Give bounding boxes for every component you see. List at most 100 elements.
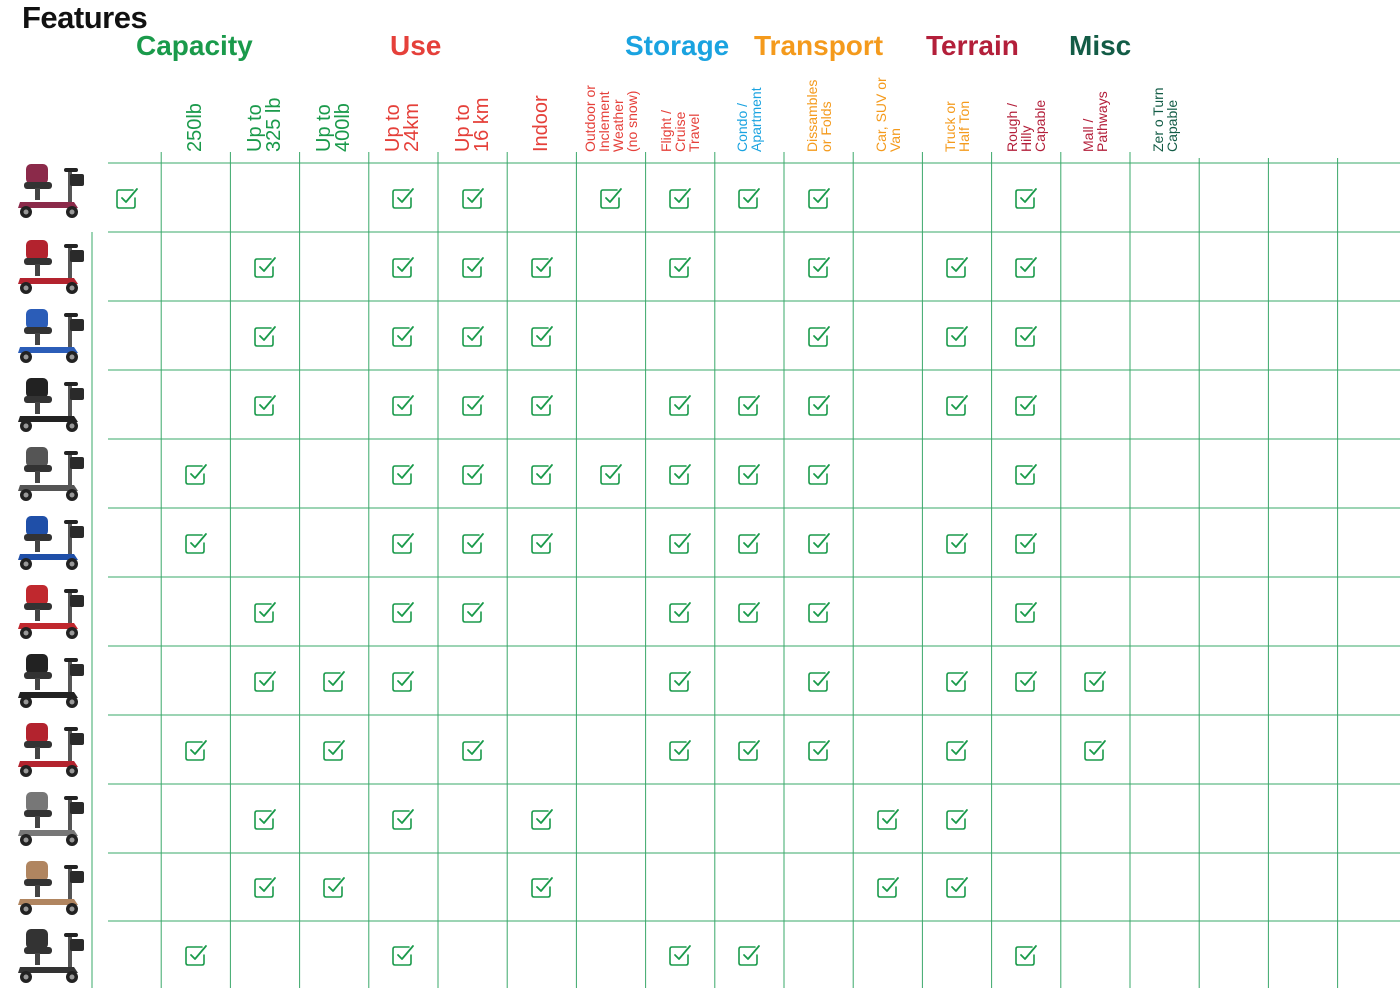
checkmark-icon xyxy=(392,256,415,278)
checkmark-icon xyxy=(669,670,692,692)
scooter-icon xyxy=(18,723,84,777)
scooter-icon xyxy=(18,378,84,432)
checkmark-icon xyxy=(461,739,484,761)
checkmark-icon xyxy=(876,877,899,898)
checkmark-icon xyxy=(738,394,761,416)
checkmark-icon xyxy=(530,394,553,416)
checkmark-icon xyxy=(1015,601,1038,623)
checkmark-icon xyxy=(461,463,484,485)
checkmark-icon xyxy=(669,394,692,416)
checkmark-icon xyxy=(669,739,692,761)
checkmark-icon xyxy=(669,601,692,623)
checkmark-icon xyxy=(669,944,692,966)
checkmark-icon xyxy=(1015,463,1038,485)
checkmark-icon xyxy=(461,394,484,416)
checkmark-icon xyxy=(323,877,346,898)
checkmark-icon xyxy=(876,808,899,830)
checkmark-icon xyxy=(946,394,968,416)
scooter-icon xyxy=(18,792,84,846)
checkmark-icon xyxy=(392,325,415,347)
checkmark-icon xyxy=(461,532,484,554)
page-title: Features xyxy=(22,0,148,35)
checkmark-icon xyxy=(254,808,276,830)
checkmark-icon xyxy=(1015,670,1038,692)
checkmark-icon xyxy=(254,877,276,898)
checkmark-icon xyxy=(392,808,415,830)
scooter-icon xyxy=(18,516,84,570)
checkmark-icon xyxy=(461,256,484,278)
checkmark-icon xyxy=(254,325,276,347)
checkmark-icon xyxy=(807,256,830,278)
checkmark-icon xyxy=(946,532,968,554)
checkmark-icon xyxy=(807,187,830,209)
scooter-icon xyxy=(18,585,84,639)
scooter-icon xyxy=(18,309,84,363)
checkmark-icon xyxy=(1015,325,1038,347)
checkmark-icon xyxy=(1015,187,1038,209)
category-storage: Storage xyxy=(625,30,730,61)
checkmark-icon xyxy=(184,463,207,485)
category-use: Use xyxy=(390,30,442,61)
checkmark-icon xyxy=(807,463,830,485)
checkmark-icon xyxy=(807,325,830,347)
checkmark-icon xyxy=(1084,739,1107,761)
folding-scooter-icon xyxy=(18,164,84,218)
checkmark-icon xyxy=(392,187,415,209)
checkmark-icon xyxy=(392,463,415,485)
checkmark-icon xyxy=(946,808,968,830)
checkmark-icon xyxy=(738,944,761,966)
scooter-icon xyxy=(18,240,84,294)
category-terrain: Terrain xyxy=(926,30,1019,61)
checkmark-icon xyxy=(946,670,968,692)
checkmark-icon xyxy=(530,877,553,898)
checkmark-icon xyxy=(184,944,207,966)
checkmark-icon xyxy=(1015,394,1038,416)
checkmark-icon xyxy=(1015,532,1038,554)
category-transport: Transport xyxy=(754,30,884,61)
checkmark-icon xyxy=(461,601,484,623)
checkmark-icon xyxy=(392,394,415,416)
checkmark-icon xyxy=(807,670,830,692)
checkmark-icon xyxy=(946,325,968,347)
checkmark-icon xyxy=(807,532,830,554)
checkmark-icon xyxy=(1084,670,1107,692)
checkmark-icon xyxy=(669,532,692,554)
checkmark-icon xyxy=(184,532,207,554)
checkmark-icon xyxy=(946,256,968,278)
category-capacity: Capacity xyxy=(136,30,253,61)
checkmark-icon xyxy=(738,187,761,209)
checkmark-icon xyxy=(807,601,830,623)
checkmark-icon xyxy=(530,256,553,278)
checkmark-icon xyxy=(392,670,415,692)
checkmark-icon xyxy=(323,670,346,692)
checkmark-icon xyxy=(461,325,484,347)
checkmark-icon xyxy=(600,187,622,209)
checkmark-icon xyxy=(254,394,276,416)
checkmark-icon xyxy=(946,877,968,898)
checkmark-icon xyxy=(946,739,968,761)
checkmark-icon xyxy=(738,532,761,554)
checkmark-icon xyxy=(530,463,553,485)
checkmark-icon xyxy=(669,463,692,485)
scooter-icon xyxy=(18,929,84,983)
checkmark-icon xyxy=(738,463,761,485)
checkmark-icon xyxy=(115,187,138,209)
checkmark-icon xyxy=(738,739,761,761)
checkmark-icon xyxy=(254,601,276,623)
category-misc: Misc xyxy=(1069,30,1132,61)
checkmark-icon xyxy=(254,256,276,278)
checkmark-icon xyxy=(600,463,622,485)
scooter-icon xyxy=(18,861,84,915)
checkmark-icon xyxy=(184,739,207,761)
checkmark-icon xyxy=(807,739,830,761)
checkmark-icon xyxy=(392,944,415,966)
checkmark-icon xyxy=(1015,944,1038,966)
checkmark-icon xyxy=(738,601,761,623)
checkmark-icon xyxy=(530,532,553,554)
scooter-icon xyxy=(18,654,84,708)
checkmark-icon xyxy=(669,256,692,278)
checkmark-icon xyxy=(669,187,692,209)
checkmark-icon xyxy=(392,601,415,623)
checkmark-icon xyxy=(1015,256,1038,278)
